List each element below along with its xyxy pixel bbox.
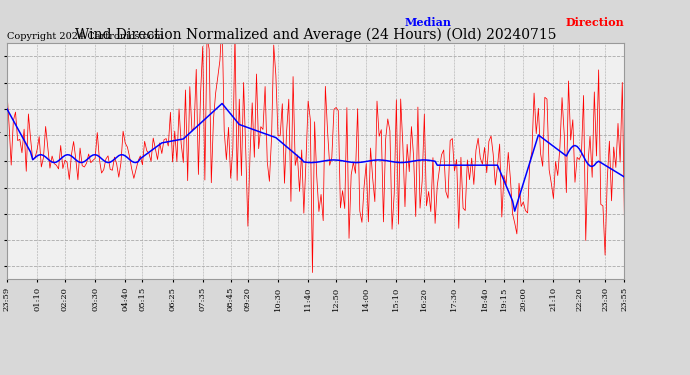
Text: Direction: Direction	[566, 17, 624, 28]
Title: Wind Direction Normalized and Average (24 Hours) (Old) 20240715: Wind Direction Normalized and Average (2…	[75, 28, 556, 42]
Text: Median: Median	[404, 17, 451, 28]
Text: Copyright 2024 Cartronics.com: Copyright 2024 Cartronics.com	[7, 32, 164, 41]
